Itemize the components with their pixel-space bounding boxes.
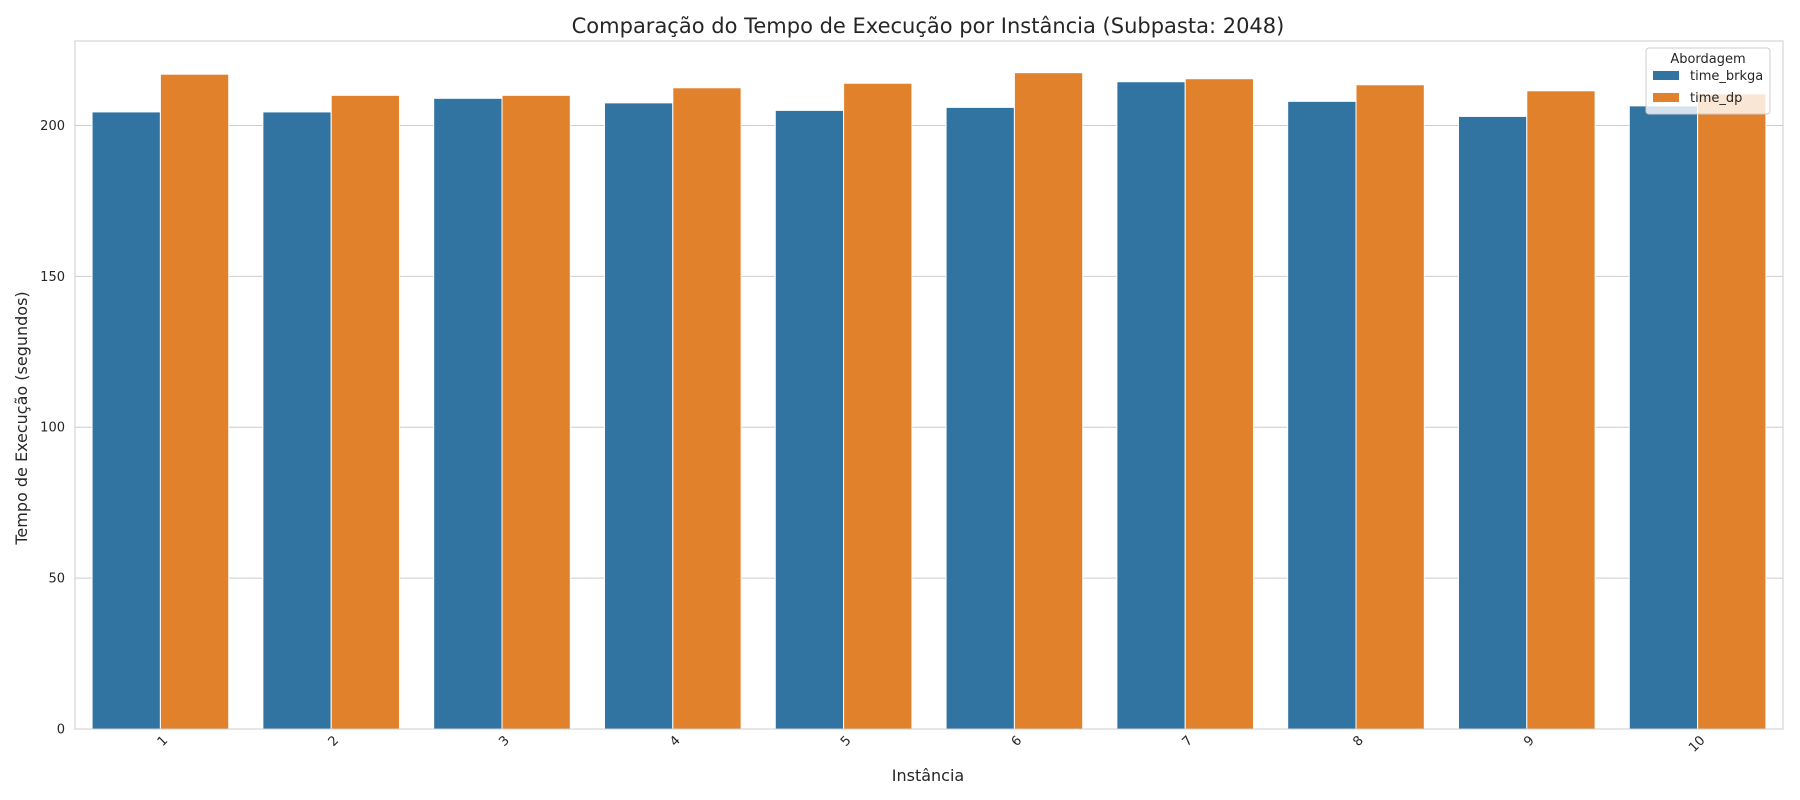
chart-title: Comparação do Tempo de Execução por Inst… xyxy=(572,14,1285,38)
x-tick-label: 6 xyxy=(1009,733,1025,749)
y-tick-label: 50 xyxy=(48,572,65,587)
bar-time_dp-7 xyxy=(1184,78,1255,730)
y-tick-label: 100 xyxy=(40,421,65,436)
bar-time_dp-3 xyxy=(501,94,571,730)
y-tick-label: 150 xyxy=(40,270,65,285)
x-axis-label: Instância xyxy=(892,766,964,785)
bars xyxy=(91,72,1767,730)
x-tick-label: 9 xyxy=(1521,733,1537,749)
x-tick-label: 5 xyxy=(838,733,854,749)
x-tick-label: 3 xyxy=(496,733,512,749)
y-tick-label: 200 xyxy=(40,119,65,134)
bar-time_brkga-2 xyxy=(262,111,332,730)
legend-swatch-time_dp xyxy=(1653,93,1679,102)
bar-time_brkga-5 xyxy=(774,109,845,730)
plot-frame xyxy=(74,40,1784,730)
x-tick-label: 8 xyxy=(1350,733,1366,749)
x-tick-label: 10 xyxy=(1686,733,1708,755)
bar-time_dp-5 xyxy=(843,82,913,730)
bar-time_dp-4 xyxy=(672,87,742,730)
bar-time_brkga-7 xyxy=(1116,81,1186,730)
x-tick-label: 2 xyxy=(326,733,342,749)
bar-time_dp-9 xyxy=(1526,90,1596,730)
bar-time_dp-8 xyxy=(1355,84,1425,730)
legend-label-time_brkga: time_brkga xyxy=(1690,69,1763,84)
legend-swatch-time_brkga xyxy=(1653,71,1679,80)
bar-time_brkga-10 xyxy=(1628,105,1699,730)
y-axis-label: Tempo de Execução (segundos) xyxy=(12,291,31,545)
x-tick-label: 1 xyxy=(155,733,171,749)
bar-time_brkga-3 xyxy=(433,97,503,730)
y-tick-labels: 0 50 100 150 200 xyxy=(40,119,65,738)
bar-time_brkga-8 xyxy=(1287,100,1357,730)
y-tick-label: 0 xyxy=(57,723,65,738)
bar-time_brkga-9 xyxy=(1457,115,1528,730)
x-tick-labels: 1 2 3 4 5 6 7 8 9 10 xyxy=(155,733,1709,755)
bar-time_dp-10 xyxy=(1697,93,1767,730)
legend-label-time_dp: time_dp xyxy=(1690,91,1742,106)
bar-time_dp-1 xyxy=(159,73,230,730)
x-tick-label: 7 xyxy=(1180,733,1196,749)
bar-time_brkga-4 xyxy=(603,102,674,730)
legend-title: Abordagem xyxy=(1670,52,1745,67)
x-tick-label: 4 xyxy=(667,733,683,749)
bar-time_dp-6 xyxy=(1013,72,1084,730)
bar-time_brkga-1 xyxy=(91,111,161,730)
legend: Abordagem time_brkga time_dp xyxy=(1645,47,1771,115)
bar-time_brkga-6 xyxy=(945,106,1015,730)
bar-time_dp-2 xyxy=(330,94,401,730)
